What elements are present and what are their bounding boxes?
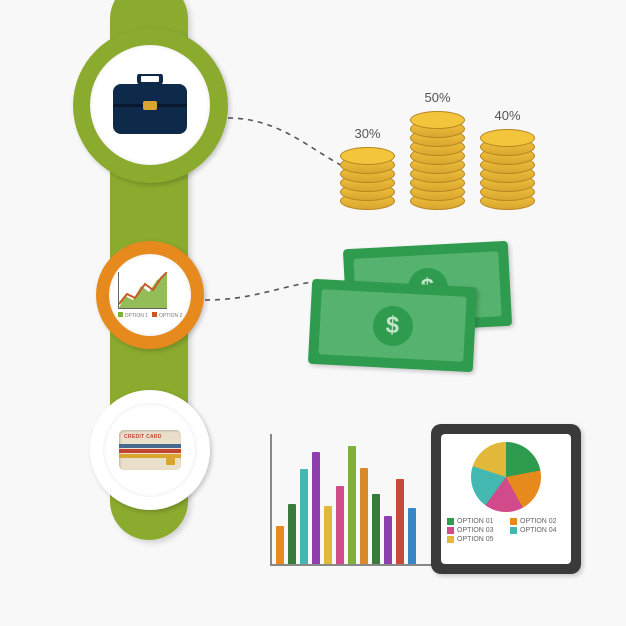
coin-stack: 50% (410, 111, 465, 210)
legend-item: OPTION 04 (510, 527, 565, 534)
area-chart-icon (118, 272, 167, 309)
briefcase-icon (111, 74, 189, 136)
coin-stack-label: 50% (410, 90, 465, 105)
infographic-canvas: OPTION 1OPTION 2 CREDIT CARD 30% 50% 40% $… (0, 0, 626, 626)
node-minichart: OPTION 1OPTION 2 (96, 241, 204, 349)
bar (336, 486, 344, 564)
bar (276, 526, 284, 564)
coin-stack-label: 30% (340, 126, 395, 141)
coin-stack: 30% (340, 147, 395, 210)
legend-label: OPTION 03 (457, 527, 494, 534)
bar (360, 468, 368, 564)
bar (324, 506, 332, 564)
legend-label: OPTION 05 (457, 536, 494, 543)
legend-item: OPTION 03 (447, 527, 502, 534)
bar (300, 469, 308, 564)
bar (288, 504, 296, 564)
bar (396, 479, 404, 564)
coin-stack-label: 40% (480, 108, 535, 123)
bar (312, 452, 320, 564)
bar (384, 516, 392, 564)
bar-chart (270, 434, 436, 566)
bar (372, 494, 380, 564)
legend-label: OPTION 01 (457, 518, 494, 525)
legend-item: OPTION 02 (510, 518, 565, 525)
cash-bills: $ $ (300, 245, 530, 385)
coin-stack: 40% (480, 129, 535, 210)
legend-label: OPTION 04 (520, 527, 557, 534)
legend-item: OPTION 01 (447, 518, 502, 525)
mini-legend: OPTION 1OPTION 2 (118, 312, 183, 319)
tablet-pie-chart: OPTION 01 OPTION 02 OPTION 03 OPTION 04 OPTI… (431, 424, 581, 574)
legend-item: OPTION 05 (447, 536, 502, 543)
pie-chart (471, 442, 541, 512)
node-credit-card: CREDIT CARD (90, 390, 210, 510)
node-briefcase (73, 28, 228, 183)
credit-card-icon: CREDIT CARD (119, 430, 181, 470)
legend-label: OPTION 02 (520, 518, 557, 525)
bar (408, 508, 416, 564)
cash-bill: $ (308, 279, 477, 373)
coin-stacks: 30% 50% 40% (340, 60, 570, 210)
bar (348, 446, 356, 564)
pie-legend: OPTION 01 OPTION 02 OPTION 03 OPTION 04 OPTI… (447, 518, 565, 543)
